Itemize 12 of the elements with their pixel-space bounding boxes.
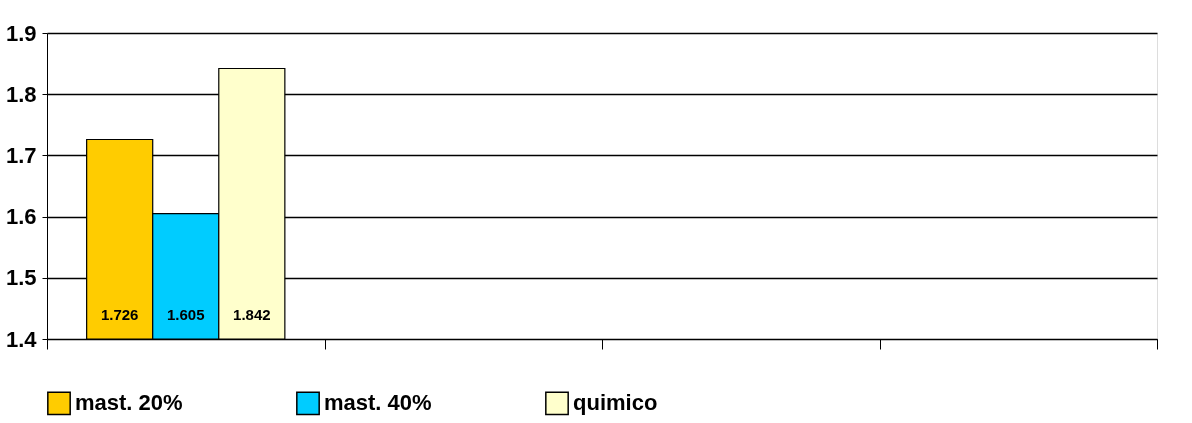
y-tick-label: 1.4	[5, 326, 38, 352]
data-label: 1.605	[166, 306, 205, 323]
y-tick-label: 1.8	[5, 81, 37, 107]
y-tick-label: 1.6	[5, 204, 37, 230]
data-label: 1.842	[233, 306, 271, 323]
legend-label: quimico	[573, 390, 658, 416]
legend-label: mast. 20%	[75, 390, 183, 416]
y-tick-label: 1.5	[5, 265, 37, 291]
data-label: 1.726	[100, 306, 139, 323]
y-tick-label: 1.7	[5, 142, 37, 168]
legend-label: mast. 40%	[324, 390, 432, 416]
y-tick-label: 1.9	[5, 20, 37, 46]
